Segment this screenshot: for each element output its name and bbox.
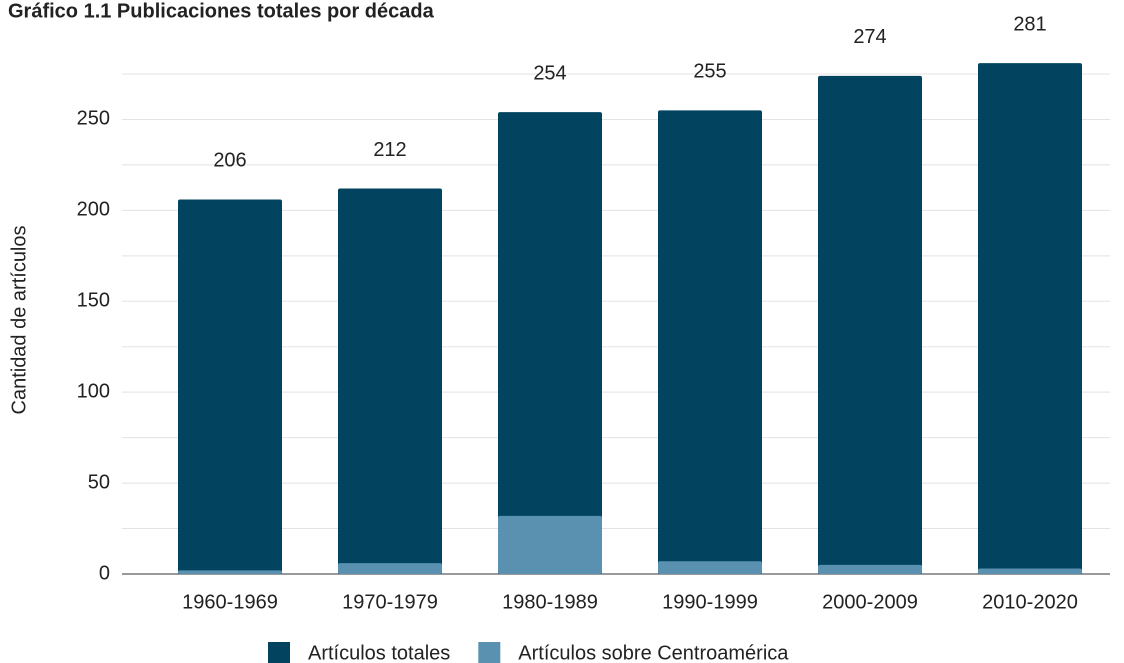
value-label: 212: [373, 139, 406, 161]
value-label: 254: [533, 62, 566, 84]
legend-swatch: [268, 642, 290, 663]
legend-label: Artículos totales: [308, 642, 450, 663]
value-label: 206: [213, 150, 246, 172]
bar: [658, 110, 762, 574]
y-axis-label: Cantidad de artículos: [8, 225, 30, 414]
value-label: 281: [1013, 13, 1046, 35]
bar: [178, 570, 282, 574]
bar: [498, 515, 602, 574]
x-tick-label: 1990-1999: [662, 591, 758, 613]
legend-swatch: [478, 642, 501, 663]
value-label: 274: [853, 26, 886, 48]
bar: [978, 568, 1082, 574]
value-label: 255: [693, 61, 726, 83]
bar: [818, 564, 922, 574]
y-tick-label: 0: [99, 562, 110, 584]
y-tick-label: 250: [77, 108, 110, 130]
x-tick-label: 2010-2020: [982, 591, 1078, 613]
y-tick-label: 200: [77, 199, 110, 221]
bar: [658, 561, 762, 574]
x-tick-label: 2000-2009: [822, 591, 918, 613]
bar: [338, 188, 442, 574]
chart-title: Gráfico 1.1 Publicaciones totales por dé…: [8, 0, 435, 22]
bar: [338, 563, 442, 574]
y-tick-label: 150: [77, 290, 110, 312]
bar: [818, 75, 922, 575]
legend-label: Artículos sobre Centroamérica: [518, 642, 789, 663]
y-tick-label: 50: [88, 471, 110, 493]
x-tick-label: 1960-1969: [182, 591, 278, 613]
bar: [178, 199, 282, 575]
bar: [498, 112, 602, 574]
bar: [978, 63, 1082, 574]
x-tick-label: 1980-1989: [502, 591, 598, 613]
y-tick-label: 100: [77, 380, 110, 402]
x-tick-label: 1970-1979: [342, 591, 438, 613]
